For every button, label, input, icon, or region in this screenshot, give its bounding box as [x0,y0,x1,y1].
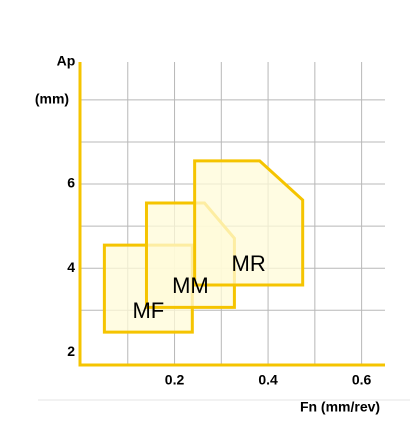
region-label: MM [172,273,209,298]
region-label: MR [232,251,266,276]
x-tick-label: 0.4 [258,372,278,388]
x-tick-label: 0.6 [352,372,372,388]
y-axis-label: Ap [57,53,76,69]
y-axis-unit: (mm) [35,91,69,107]
x-tick-label: 0.2 [165,372,185,388]
y-tick-label: 2 [67,343,75,359]
y-tick-label: 4 [67,259,75,275]
y-tick-label: 6 [67,175,75,191]
x-axis-label: Fn (mm/rev) [300,399,380,415]
region [193,159,305,287]
region-label: MF [132,298,164,323]
